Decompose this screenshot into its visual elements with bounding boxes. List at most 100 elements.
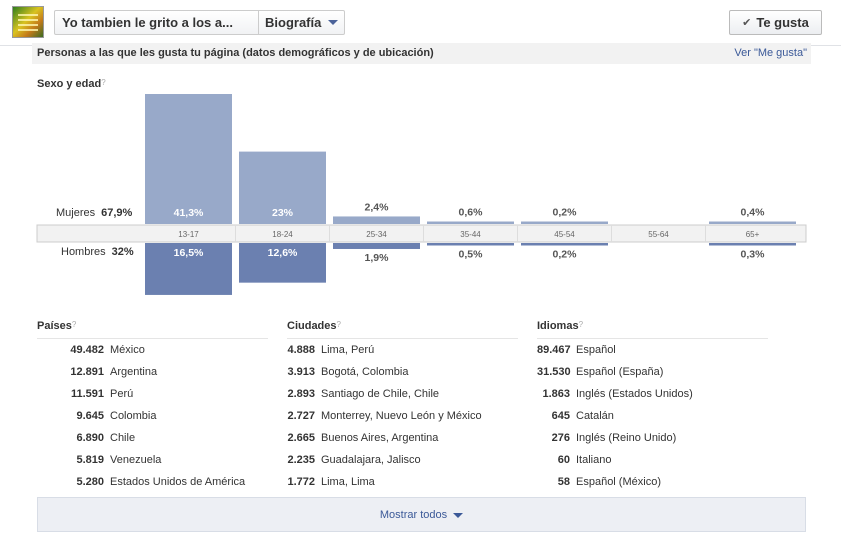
item-name: Lima, Lima (321, 476, 375, 488)
axis-tick-label: 65+ (746, 230, 760, 239)
like-button[interactable]: ✔ Te gusta (729, 10, 822, 35)
men-label: Hombres (61, 246, 106, 258)
men-bar (427, 243, 514, 246)
item-name: Español (España) (576, 366, 664, 378)
list-item: 49.482 México (37, 339, 268, 361)
cities-panel: Ciudades? 4.888 Lima, Perú 3.913 Bogotá, Co… (287, 318, 518, 493)
list-item: 2.893 Santiago de Chile, Chile (287, 383, 518, 405)
item-count: 12.891 (70, 366, 104, 378)
age-gender-title: Sexo y edad? (37, 78, 106, 90)
biography-label: Biografía (265, 15, 322, 30)
list-item: 4.888 Lima, Perú (287, 339, 518, 361)
women-bar (333, 216, 420, 224)
list-item: 12.891 Argentina (37, 361, 268, 383)
item-name: Santiago de Chile, Chile (321, 388, 440, 400)
chevron-down-icon (328, 20, 339, 25)
list-item: 2.235 Guadalajara, Jalisco (287, 449, 518, 471)
item-name: Español (576, 344, 616, 356)
item-name: México (110, 344, 145, 356)
axis-tick-label: 45-54 (554, 230, 575, 239)
men-bar (239, 243, 326, 283)
list-item: 6.890 Chile (37, 427, 268, 449)
women-row-label: Mujeres 67,9% (56, 207, 132, 219)
women-bar (709, 221, 796, 224)
item-name: Venezuela (110, 454, 162, 466)
item-name: Bogotá, Colombia (321, 366, 409, 378)
list-item: 3.913 Bogotá, Colombia (287, 361, 518, 383)
list-item: 5.819 Venezuela (37, 449, 268, 471)
help-icon[interactable]: ? (336, 320, 341, 329)
item-count: 31.530 (537, 366, 571, 378)
section-header: Personas a las que les gusta tu página (… (32, 43, 811, 64)
women-label: Mujeres (56, 207, 96, 219)
item-count: 1.772 (287, 476, 315, 488)
bar-value-label: 41,3% (174, 207, 204, 219)
help-icon[interactable]: ? (578, 320, 584, 329)
item-count: 2.893 (287, 388, 315, 400)
checkmark-icon: ✔ (742, 17, 752, 29)
bar-value-label: 0,3% (741, 249, 766, 261)
item-count: 4.888 (287, 344, 315, 356)
list-item: 31.530 Español (España) (537, 361, 768, 383)
list-item: 9.645 Colombia (37, 405, 268, 427)
axis-tick-label: 55-64 (648, 230, 669, 239)
bar-value-label: 1,9% (365, 252, 390, 264)
age-gender-title-text: Sexo y edad (37, 78, 102, 90)
view-likes-link[interactable]: Ver "Me gusta" (734, 47, 807, 59)
women-total: 67,9% (101, 207, 133, 219)
list-item: 276 Inglés (Reino Unido) (537, 427, 768, 449)
list-item: 89.467 Español (537, 339, 768, 361)
list-item: 2.727 Monterrey, Nuevo León y México (287, 405, 518, 427)
item-name: Argentina (110, 366, 158, 378)
bar-value-label: 16,5% (174, 247, 204, 259)
help-icon[interactable]: ? (71, 320, 77, 329)
item-count: 9.645 (76, 410, 104, 422)
bar-value-label: 0,4% (741, 207, 766, 219)
biography-dropdown[interactable]: Biografía (259, 11, 344, 34)
item-name: Chile (110, 432, 136, 444)
bar-value-label: 0,5% (459, 249, 484, 261)
axis-tick-label: 13-17 (178, 230, 199, 239)
bar-value-label: 0,6% (459, 207, 484, 219)
men-bar (709, 243, 796, 246)
page-thumbnail[interactable] (12, 6, 44, 38)
item-name: Monterrey, Nuevo León y México (321, 410, 482, 422)
men-bar (145, 243, 232, 295)
page-selector[interactable]: Yo tambien le grito a los a... Biografía (54, 10, 346, 35)
women-bar (239, 151, 326, 224)
languages-title-text: Idiomas (537, 320, 579, 332)
list-item: 1.772 Lima, Lima (287, 471, 518, 493)
page-name[interactable]: Yo tambien le grito a los a... (55, 11, 259, 34)
top-bar: Yo tambien le grito a los a... Biografía… (0, 0, 841, 46)
item-count: 2.235 (287, 454, 315, 466)
men-total: 32% (111, 246, 134, 258)
item-count: 2.727 (287, 410, 315, 422)
countries-title-text: Países (37, 320, 72, 332)
women-bar (145, 94, 232, 224)
languages-title: Idiomas? (537, 318, 768, 339)
item-count: 645 (551, 410, 570, 422)
item-name: Estados Unidos de América (110, 476, 246, 488)
men-bar (333, 243, 420, 249)
item-name: Perú (110, 388, 134, 400)
item-count: 1.863 (542, 388, 570, 400)
languages-panel: Idiomas? 89.467 Español 31.530 Español (Esp… (537, 318, 768, 493)
item-name: Buenos Aires, Argentina (321, 432, 439, 444)
item-count: 58 (557, 476, 570, 488)
item-count: 49.482 (70, 344, 104, 356)
cities-title-text: Ciudades (287, 320, 337, 332)
list-item: 1.863 Inglés (Estados Unidos) (537, 383, 768, 405)
list-item: 5.280 Estados Unidos de América (37, 471, 268, 493)
show-all-label: Mostrar todos (379, 508, 448, 521)
item-name: Catalán (576, 410, 614, 422)
section-title: Personas a las que les gusta tu página (… (37, 47, 434, 59)
item-count: 89.467 (537, 344, 571, 356)
show-all-button[interactable]: Mostrar todos (37, 497, 806, 532)
like-label: Te gusta (756, 15, 809, 30)
help-icon[interactable]: ? (101, 78, 106, 87)
bar-value-label: 0,2% (553, 249, 578, 261)
item-name: Español (México) (576, 476, 661, 488)
list-item: 645 Catalán (537, 405, 768, 427)
men-bar (521, 243, 608, 246)
women-bar (427, 221, 514, 224)
